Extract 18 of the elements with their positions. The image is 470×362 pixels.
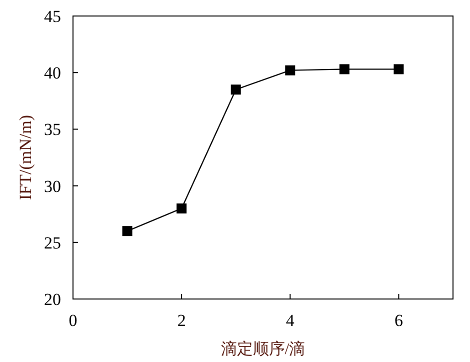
x-tick-label: 2 bbox=[177, 311, 186, 330]
y-tick-label: 25 bbox=[44, 233, 61, 252]
point bbox=[285, 65, 296, 76]
x-tick-label: 4 bbox=[286, 311, 295, 330]
point bbox=[176, 203, 187, 214]
point bbox=[122, 226, 132, 236]
y-axis-title: IFT/(mN/m) bbox=[16, 115, 35, 200]
y-tick-label: 40 bbox=[44, 64, 61, 83]
x-axis-title: 滴定顺序/滴 bbox=[220, 340, 306, 358]
y-tick-label: 30 bbox=[44, 176, 61, 196]
y-tick-label: 35 bbox=[44, 120, 61, 140]
y-tick-label: 20 bbox=[44, 290, 61, 309]
x-tick-label: 0 bbox=[68, 311, 78, 330]
y-tick-label: 45 bbox=[44, 7, 61, 26]
point bbox=[394, 64, 404, 74]
point bbox=[230, 84, 241, 95]
point bbox=[339, 64, 350, 74]
x-tick-label: 6 bbox=[394, 311, 403, 330]
